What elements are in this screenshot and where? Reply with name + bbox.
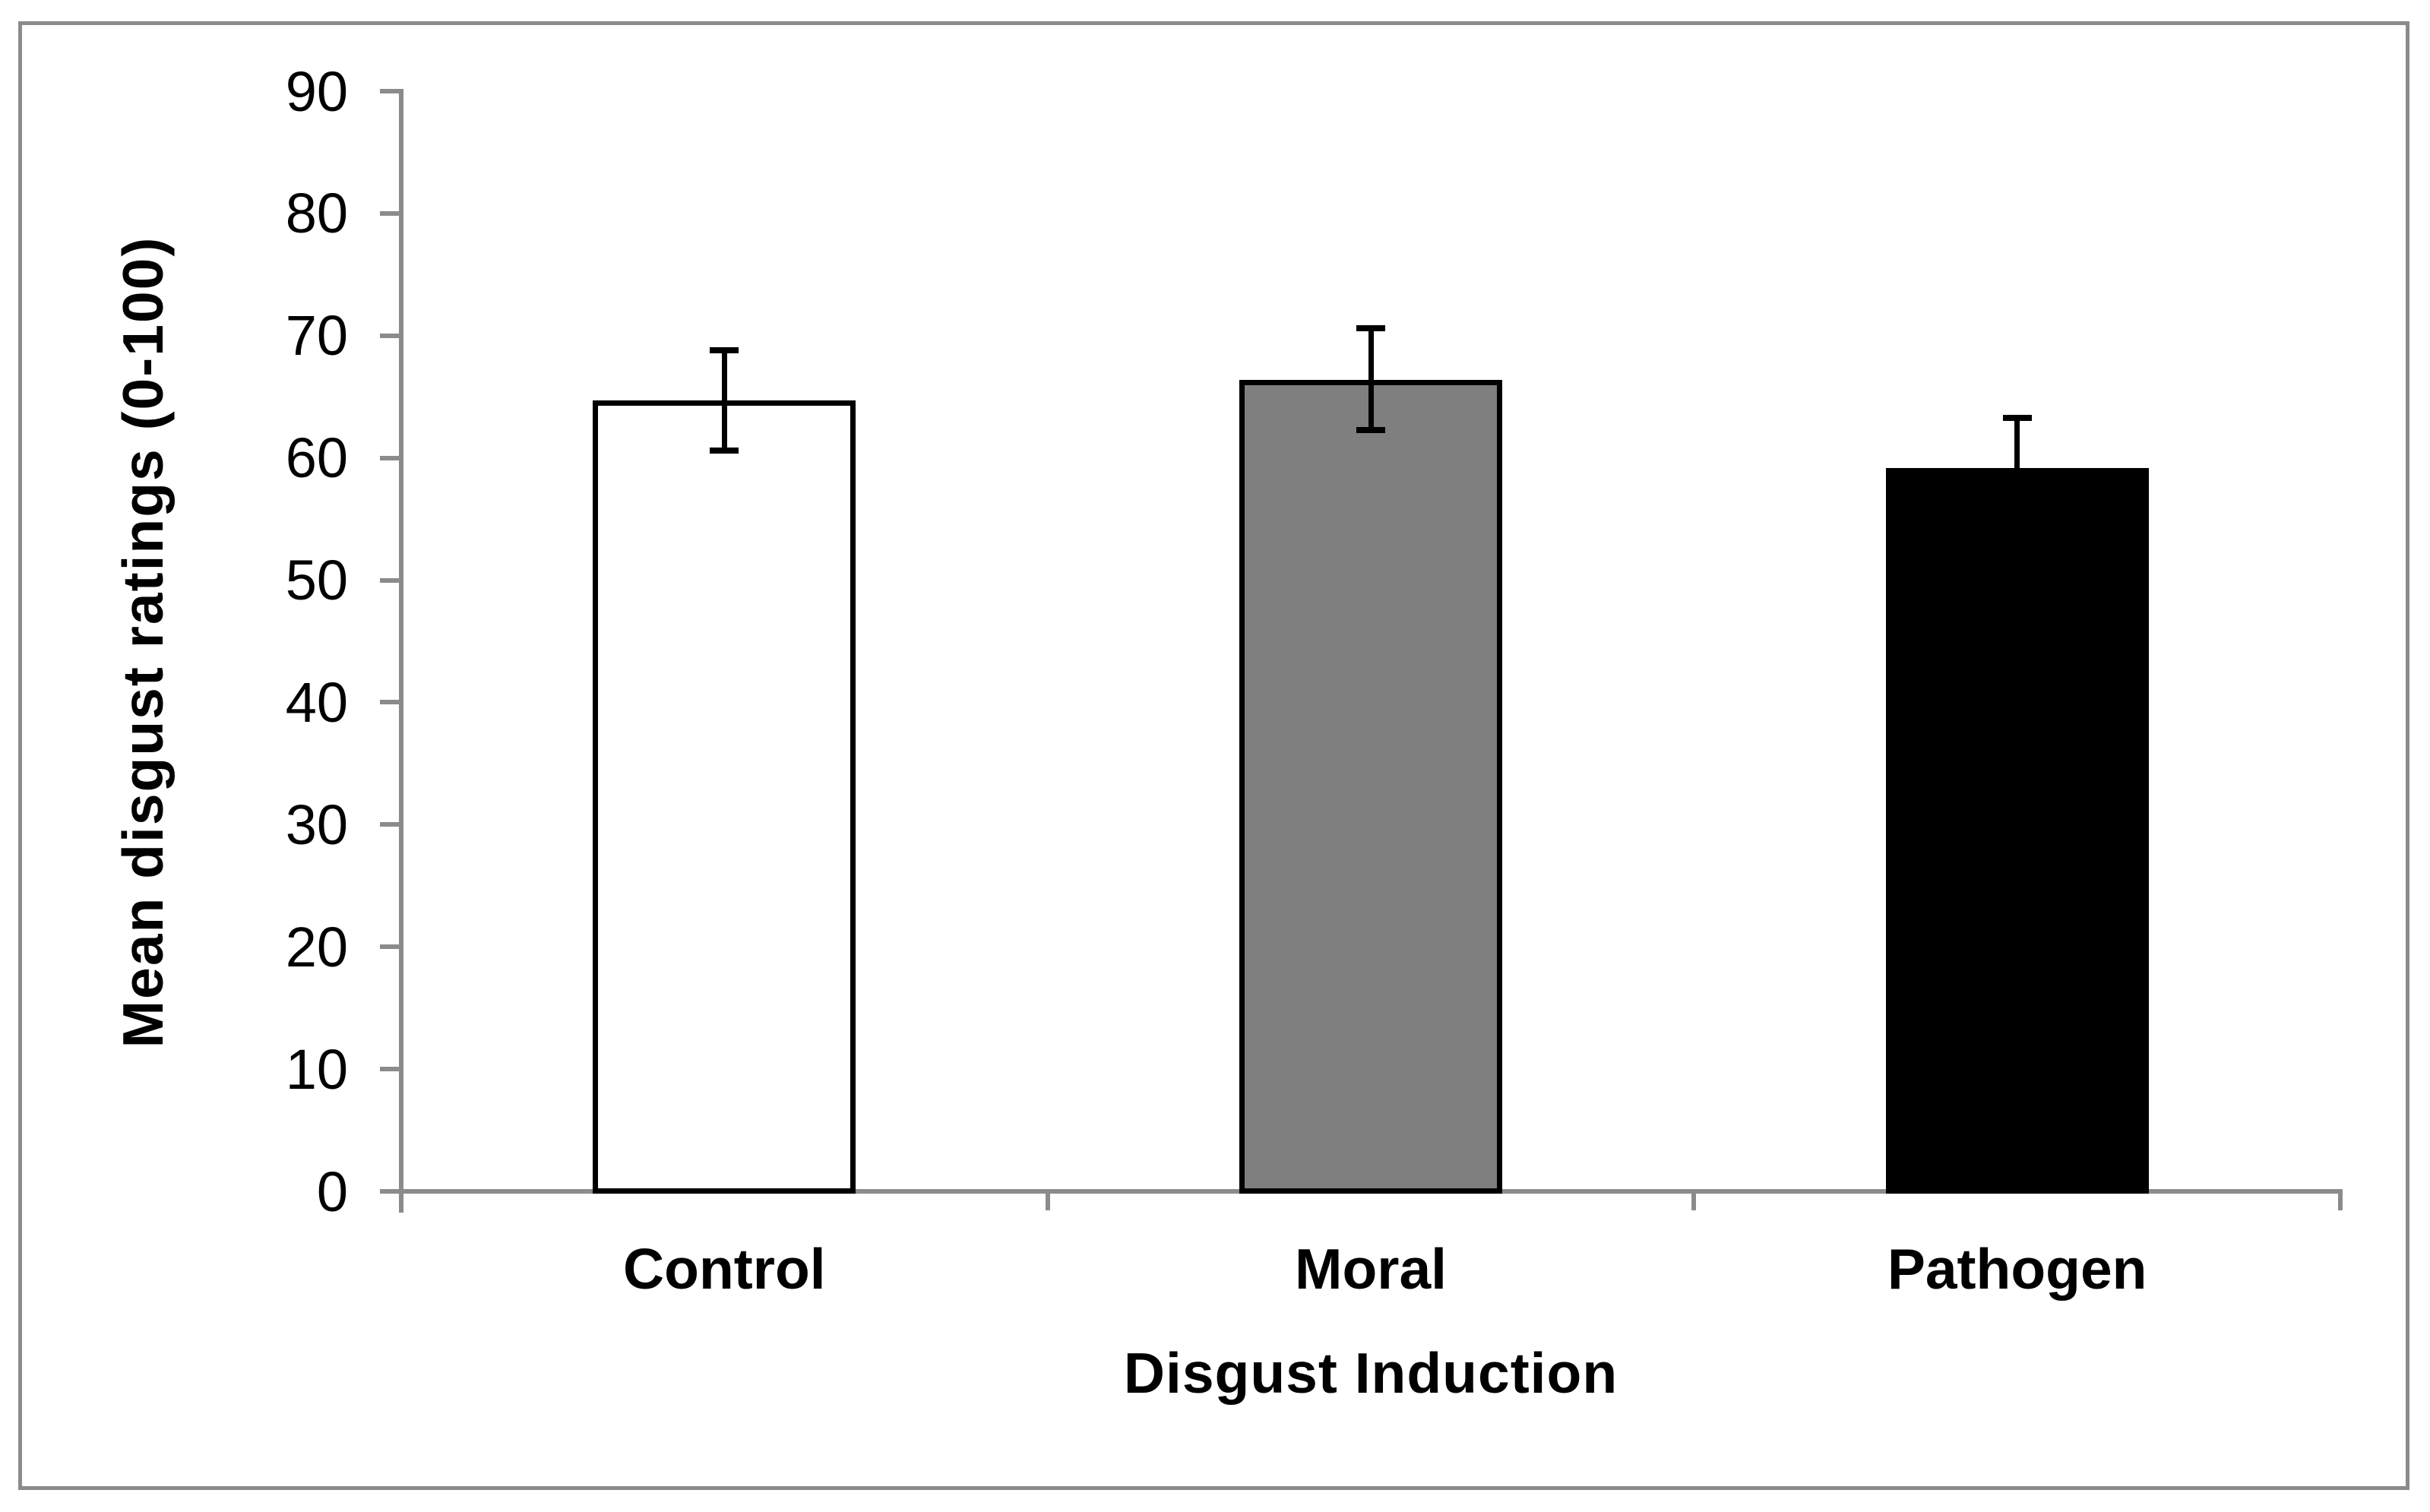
error-bar-pathogen	[2014, 417, 2020, 518]
bar-pathogen	[1885, 467, 2149, 1194]
error-bar-cap-bottom	[710, 448, 739, 454]
y-tick-label: 70	[285, 304, 348, 368]
y-axis-tick	[380, 700, 399, 705]
y-axis-tick	[380, 944, 399, 950]
error-bar-cap-top	[710, 347, 739, 354]
y-axis-tick	[380, 333, 399, 338]
x-category-label-pathogen: Pathogen	[1887, 1237, 2147, 1301]
error-bar-moral	[1368, 328, 1374, 430]
x-category-label-control: Control	[623, 1237, 826, 1301]
x-axis-tick	[1691, 1191, 1697, 1210]
y-axis-tick	[380, 89, 399, 93]
error-bar-cap-bottom	[1356, 426, 1385, 433]
y-tick-label: 90	[285, 59, 348, 123]
y-tick-label: 20	[285, 915, 348, 979]
y-tick-label: 40	[285, 670, 348, 734]
x-axis-title: Disgust Induction	[1123, 1341, 1618, 1405]
y-tick-label: 50	[285, 549, 348, 612]
y-tick-label: 30	[285, 792, 348, 856]
bar-control	[593, 400, 856, 1194]
error-bar-cap-top	[2002, 414, 2032, 421]
figure-border	[18, 21, 2409, 1490]
error-bar-control	[721, 350, 727, 451]
error-bar-cap-bottom	[2002, 514, 2032, 521]
y-axis-tick	[380, 1189, 399, 1194]
y-tick-label: 0	[316, 1159, 348, 1223]
x-axis-tick	[1045, 1191, 1050, 1210]
y-axis-tick	[380, 455, 399, 460]
y-tick-label: 80	[285, 182, 348, 245]
bar-moral	[1239, 379, 1502, 1194]
y-axis-line	[399, 89, 403, 1213]
error-bar-cap-top	[1356, 325, 1385, 332]
y-tick-label: 60	[285, 426, 348, 490]
y-axis-tick	[380, 1067, 399, 1072]
x-category-label-moral: Moral	[1294, 1237, 1447, 1301]
y-tick-label: 10	[285, 1037, 348, 1101]
y-axis-tick	[380, 210, 399, 216]
y-axis-tick	[380, 577, 399, 583]
x-axis-tick	[2338, 1191, 2343, 1210]
y-axis-title: Mean disgust ratings (0-100)	[111, 236, 175, 1049]
y-axis-tick	[380, 822, 399, 827]
